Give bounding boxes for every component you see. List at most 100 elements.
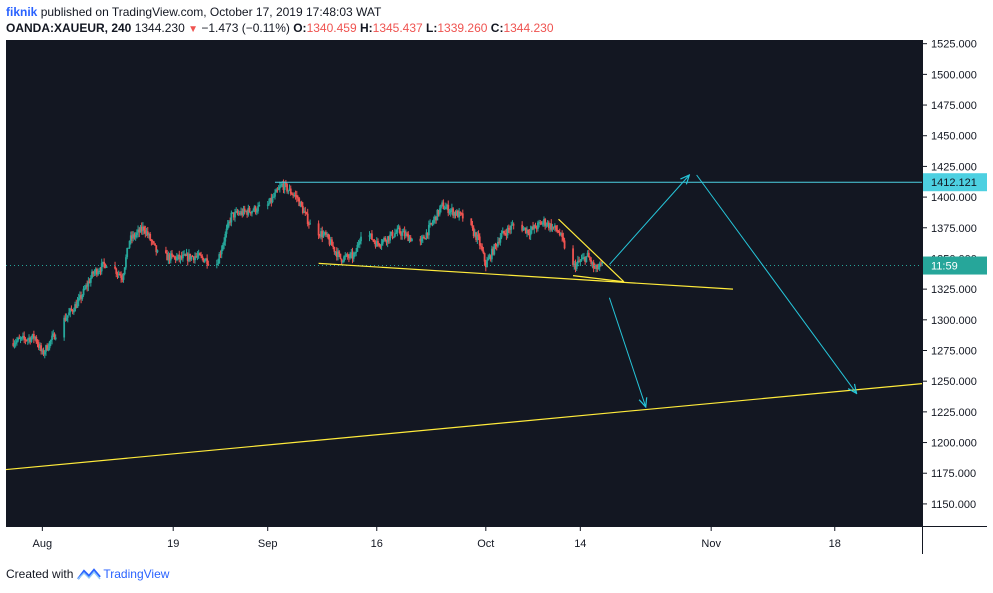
candle-body [318, 235, 321, 237]
price-axis-background [922, 40, 987, 526]
candle-body [181, 254, 184, 259]
candle-body [224, 233, 227, 242]
candle-body [396, 228, 399, 233]
candle-body [20, 337, 23, 339]
candle-body [595, 264, 597, 269]
candle-body [373, 240, 376, 243]
resistance-price-label: 1412.121 [931, 177, 977, 189]
candle-body [103, 261, 106, 265]
candle-body [585, 256, 588, 262]
candle-body [459, 211, 462, 214]
candle-body [532, 226, 534, 229]
candle-body [24, 338, 27, 341]
candle-body [303, 211, 305, 213]
candle-body [320, 231, 322, 237]
candle-body [404, 233, 407, 237]
candle-body [334, 251, 337, 253]
candle-body [231, 212, 234, 214]
candle-body [432, 219, 435, 223]
candle-body [150, 240, 153, 242]
y-tick-label: 1475.000 [931, 100, 977, 112]
candle-body [384, 237, 387, 241]
candle-body [524, 227, 527, 234]
candle-body [118, 273, 121, 276]
chart-container[interactable]: 1525.000 1500.000 1475.000 1450.000 1425.000… [5, 39, 987, 554]
candle-body [288, 188, 291, 191]
candle-body [551, 226, 554, 230]
candle-body [573, 263, 576, 265]
candle-body [138, 229, 141, 233]
candle-body [339, 253, 342, 259]
candle-body [327, 234, 330, 239]
candle-body [538, 222, 541, 224]
tradingview-brand-link[interactable]: TradingView [103, 567, 170, 581]
candle-body [271, 196, 274, 203]
candle-body [275, 189, 278, 193]
candle-body [481, 246, 484, 251]
candle-body [251, 211, 253, 214]
candle-body [77, 298, 80, 302]
candle-body [169, 253, 172, 261]
candle-body [149, 233, 152, 241]
candle-body [89, 277, 92, 283]
candle-body [19, 338, 22, 340]
candle-body [495, 244, 498, 247]
candle-body [83, 288, 86, 290]
candle-body [128, 240, 131, 248]
footer: Created with TradingView [6, 567, 169, 581]
candle-body [66, 315, 69, 318]
candle-body [174, 256, 177, 261]
candle-body [276, 189, 279, 191]
y-tick-label: 1425.000 [931, 161, 977, 173]
candle-body [406, 233, 408, 235]
candle-body [337, 251, 339, 258]
x-tick-label: 19 [167, 538, 179, 550]
candle-body [441, 202, 444, 205]
candle-body [198, 253, 201, 256]
candle-body [483, 253, 486, 262]
candle-body [215, 264, 218, 266]
x-tick-label: 14 [574, 538, 586, 550]
candle-body [552, 226, 555, 228]
candle-body [600, 263, 602, 265]
candle-body [487, 258, 490, 261]
candle-body [155, 245, 158, 253]
candle-body [592, 262, 595, 268]
candle-body [574, 263, 577, 269]
candle-body [31, 333, 34, 338]
tradingview-logo-icon [77, 568, 102, 580]
candle-body [172, 255, 175, 257]
price-chart[interactable]: 1525.000 1500.000 1475.000 1450.000 1425.000… [5, 39, 987, 554]
candle-body [358, 241, 361, 244]
candle-body [65, 317, 68, 321]
candle-body [196, 255, 199, 257]
candle-body [489, 255, 492, 260]
candle-body [34, 336, 36, 339]
author-link[interactable]: fiknik [6, 5, 38, 19]
candle-body [563, 240, 566, 249]
candle-body [139, 226, 142, 233]
candle-body [175, 256, 178, 261]
candle-body [92, 271, 95, 274]
low-value: 1339.260 [437, 21, 488, 35]
candle-body [257, 206, 259, 212]
candle-body [461, 213, 464, 219]
candle-body [117, 273, 120, 275]
candle-body [132, 234, 135, 239]
candle-body [49, 340, 52, 342]
candle-body [504, 233, 507, 235]
candle-body [105, 266, 108, 268]
candle-body [254, 206, 257, 213]
candle-body [219, 254, 222, 256]
candle-body [143, 226, 146, 231]
candle-body [205, 258, 207, 261]
candle-body [408, 237, 411, 242]
created-with-text: Created with [6, 567, 74, 581]
candle-body [229, 221, 232, 223]
candle-body [272, 196, 275, 198]
x-tick-label: Nov [701, 538, 721, 550]
candle-body [317, 223, 320, 236]
candle-body [268, 203, 270, 205]
candle-body [402, 231, 405, 233]
candle-body [48, 341, 51, 349]
